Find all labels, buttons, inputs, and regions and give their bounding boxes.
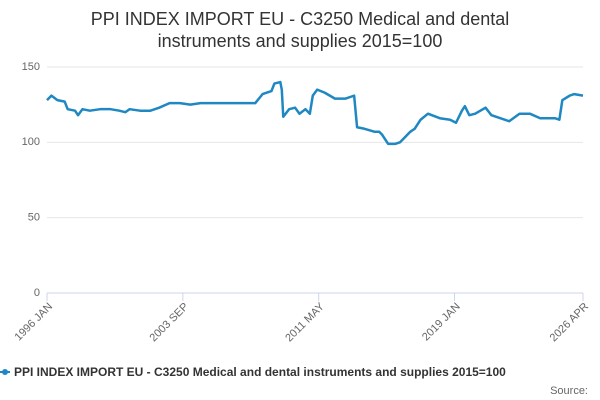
legend-item: PPI INDEX IMPORT EU - C3250 Medical and … (0, 365, 506, 379)
y-tick-label: 150 (22, 61, 40, 73)
x-tick-label: 1996 JAN (13, 301, 56, 344)
legend-label: PPI INDEX IMPORT EU - C3250 Medical and … (14, 365, 506, 379)
x-tick-label: 2026 APR (548, 301, 592, 345)
chart-title: PPI INDEX IMPORT EU - C3250 Medical and … (90, 9, 510, 51)
y-tick-label: 0 (34, 287, 40, 299)
y-tick-label: 100 (22, 136, 40, 148)
x-tick-label: 2003 SEP (148, 301, 192, 345)
y-tick-label: 50 (28, 212, 40, 224)
legend-marker (2, 369, 8, 375)
x-tick-label: 2011 MAY (283, 300, 327, 344)
x-tick-label: 2019 JAN (420, 301, 463, 344)
source: Source: (550, 385, 588, 397)
data-line (46, 80, 584, 146)
